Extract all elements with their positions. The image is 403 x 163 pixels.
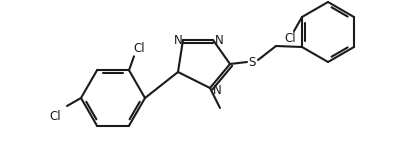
Text: N: N	[213, 83, 221, 96]
Text: Cl: Cl	[133, 42, 145, 55]
Text: N: N	[174, 35, 183, 47]
Text: S: S	[248, 55, 256, 68]
Text: Cl: Cl	[284, 32, 296, 45]
Text: N: N	[215, 35, 223, 47]
Text: Cl: Cl	[49, 110, 61, 123]
